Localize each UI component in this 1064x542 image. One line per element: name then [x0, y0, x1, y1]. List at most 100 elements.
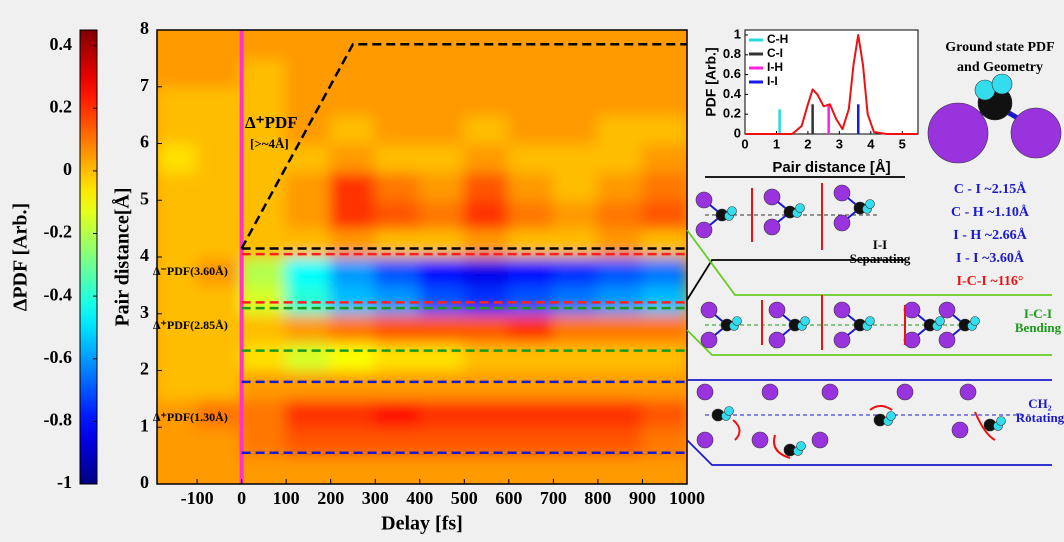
heatmap-cell — [240, 397, 288, 429]
ground-state-title: Ground state PDF — [945, 40, 1054, 55]
heatmap-cell — [596, 312, 644, 344]
heatmap-cell — [196, 85, 243, 117]
panel-frame — [686, 229, 1052, 296]
heatmap-cell — [641, 30, 687, 60]
panel-label: I-I — [873, 237, 887, 252]
heatmap-cell — [240, 369, 288, 400]
y-tick-label: 8 — [140, 18, 149, 38]
y-tick-label: 0.8 — [723, 46, 741, 61]
x-tick-label: 2 — [804, 136, 811, 151]
colorbar-tick-label: -0.8 — [44, 410, 73, 430]
annotation: Δ⁺PDF — [245, 113, 298, 132]
heatmap-cell — [285, 256, 332, 287]
atom — [896, 383, 914, 401]
heatmap-cell — [285, 454, 332, 484]
heatmap-cell — [418, 170, 466, 202]
heatmap-cell — [418, 199, 466, 230]
colorbar-label: ΔPDF [Arb.] — [10, 203, 32, 311]
heatmap-cell — [641, 170, 687, 202]
atom — [811, 431, 829, 449]
atom — [833, 184, 851, 202]
heatmap-cell — [374, 256, 421, 287]
atom — [695, 221, 713, 239]
colorbar-tick-label: 0 — [63, 159, 72, 179]
y-axis-label: Pair distance[Å] — [111, 187, 134, 326]
x-tick-label: 200 — [317, 488, 344, 508]
rotation-arrow — [869, 405, 893, 411]
x-tick-label: 1 — [773, 136, 780, 151]
heatmap-cell — [157, 57, 199, 88]
atom — [732, 316, 742, 326]
heatmap-cell — [196, 454, 243, 484]
y-tick-label: 3 — [140, 302, 149, 322]
annotation: Δ⁻PDF(3.60Å) — [153, 264, 228, 278]
x-tick-label: 400 — [406, 488, 433, 508]
panel-frame — [686, 329, 1052, 356]
heatmap-cell — [329, 341, 377, 372]
heatmap-cell — [329, 256, 377, 287]
heatmap-cell — [157, 369, 199, 400]
atom — [768, 301, 786, 319]
y-tick-label: 0.4 — [723, 86, 742, 101]
heatmap-cell — [196, 227, 243, 258]
heatmap-cell — [196, 170, 243, 202]
atom — [903, 331, 921, 349]
heatmap-cell — [329, 369, 377, 400]
bond-length: C - I ~2.15Å — [954, 181, 1028, 197]
heatmap-cell — [157, 341, 199, 372]
x-tick-label: 700 — [540, 488, 567, 508]
heatmap-cell — [329, 142, 377, 173]
heatmap-cell — [552, 341, 599, 372]
heatmap-cell — [374, 341, 421, 372]
annotation: Δ⁺PDF(2.85Å) — [153, 318, 228, 332]
heatmap — [157, 30, 687, 484]
atom — [865, 199, 875, 209]
panel-label: I-C-I — [1024, 306, 1052, 321]
heatmap-cell — [329, 199, 377, 230]
legend-label: C-I — [767, 46, 783, 60]
x-axis-label: Delay [fs] — [381, 513, 463, 535]
heatmap-cell — [374, 142, 421, 173]
atom — [768, 331, 786, 349]
heatmap-cell — [285, 199, 332, 230]
y-tick-label: 4 — [140, 245, 149, 265]
heatmap-cell — [641, 397, 687, 429]
heatmap-cell — [374, 312, 421, 344]
heatmap-cell — [196, 142, 243, 173]
heatmap-cell — [552, 312, 599, 344]
atom — [938, 331, 956, 349]
heatmap-cell — [240, 30, 288, 60]
bond-length: I-C-I ~116° — [957, 274, 1024, 289]
heatmap-cell — [374, 369, 421, 400]
x-tick-label: 800 — [584, 488, 611, 508]
heatmap-cell — [507, 85, 555, 117]
heatmap-cell — [157, 284, 199, 315]
heatmap-cell — [374, 454, 421, 484]
heatmap-cell — [463, 85, 510, 117]
heatmap-cell — [240, 284, 288, 315]
atom — [695, 191, 713, 209]
heatmap-cell — [157, 30, 199, 60]
heatmap-cell — [463, 369, 510, 400]
heatmap-cell — [552, 114, 599, 145]
heatmap-clip — [157, 30, 687, 484]
x-tick-label: 1000 — [669, 488, 705, 508]
atom — [935, 316, 945, 326]
heatmap-cell — [596, 341, 644, 372]
heatmap-cell — [641, 312, 687, 344]
heatmap-cell — [157, 397, 199, 429]
colorbar-tick-label: -1 — [57, 472, 72, 492]
heatmap-cell — [285, 57, 332, 88]
heatmap-cell — [240, 114, 288, 145]
heatmap-cell — [507, 397, 555, 429]
legend-label: I-I — [767, 74, 778, 88]
panel-label: Bending — [1015, 320, 1062, 335]
heatmap-cell — [196, 341, 243, 372]
heatmap-cell — [285, 284, 332, 315]
x-tick-label: 600 — [495, 488, 522, 508]
heatmap-cell — [418, 85, 466, 117]
rotation-arrow — [974, 411, 996, 441]
heatmap-cell — [552, 454, 599, 484]
heatmap-cell — [463, 312, 510, 344]
atom — [833, 301, 851, 319]
